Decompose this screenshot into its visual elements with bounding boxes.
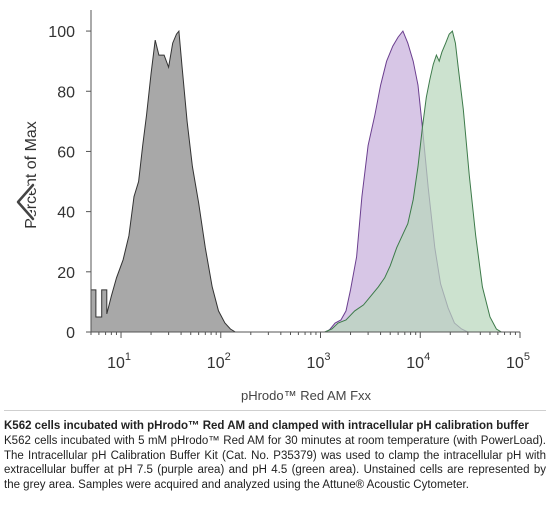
x-tick-label: 101 xyxy=(107,351,131,372)
x-tick-label-base: 10 xyxy=(307,355,325,372)
y-tick-label: 100 xyxy=(48,24,75,41)
x-tick-label: 103 xyxy=(307,351,331,372)
previous-image-button[interactable] xyxy=(14,182,38,222)
x-tick-label-base: 10 xyxy=(207,355,225,372)
x-tick-label-exponent: 2 xyxy=(225,351,231,363)
x-tick-label-exponent: 5 xyxy=(524,351,530,363)
x-tick-label: 105 xyxy=(506,351,530,372)
x-tick-layer: 101 102 103 104 105 xyxy=(90,332,530,372)
x-tick-label-base: 10 xyxy=(107,355,125,372)
chevron-left-icon xyxy=(15,182,36,222)
figure-caption: K562 cells incubated with pHrodo™ Red AM… xyxy=(4,410,546,492)
x-tick-label-base: 10 xyxy=(506,355,524,372)
x-tick-label-exponent: 1 xyxy=(125,351,131,363)
histogram-series-ph-4-5 xyxy=(324,30,504,333)
x-tick-label: 102 xyxy=(207,351,231,372)
x-tick-label-exponent: 3 xyxy=(324,351,330,363)
series-layer xyxy=(90,29,504,333)
y-tick-label: 80 xyxy=(57,84,75,101)
y-tick-layer: 0 20 40 60 80 100 xyxy=(48,24,91,342)
y-tick-label: 20 xyxy=(57,265,75,282)
y-tick-label: 60 xyxy=(57,144,75,161)
y-axis-label: Percent of Max xyxy=(23,121,40,229)
caption-title: K562 cells incubated with pHrodo™ Red AM… xyxy=(4,420,529,432)
x-tick-label: 104 xyxy=(406,351,430,372)
y-tick-label: 40 xyxy=(57,205,75,222)
caption-body: K562 cells incubated with 5 mM pHrodo™ R… xyxy=(4,435,546,491)
x-tick-label-base: 10 xyxy=(406,355,424,372)
x-tick-label-exponent: 4 xyxy=(424,351,430,363)
histogram-series-unstained xyxy=(90,29,238,333)
y-tick-label: 0 xyxy=(66,325,75,342)
x-axis-label: pHrodo™ Red AM Fxx xyxy=(241,388,372,403)
